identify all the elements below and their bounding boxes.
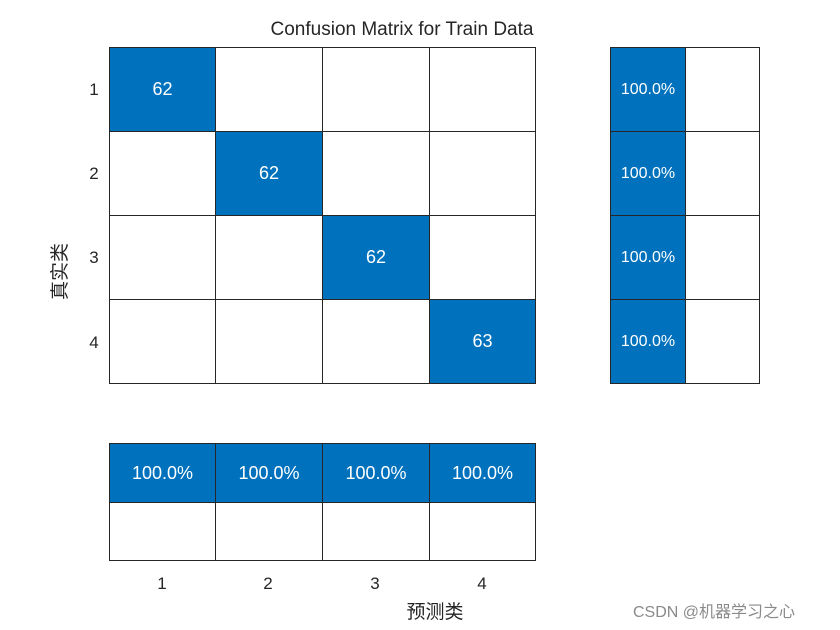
x-tick-3: 3 bbox=[370, 574, 380, 593]
row-summary-incorrect-2 bbox=[685, 131, 760, 216]
matrix-cell-r2-c3 bbox=[322, 131, 430, 216]
matrix-cell-r1-c4 bbox=[429, 47, 536, 132]
watermark: CSDN @机器学习之心 bbox=[633, 604, 796, 621]
y-tick-2: 2 bbox=[89, 164, 99, 183]
col-summary-incorrect-4 bbox=[429, 502, 536, 561]
x-axis-label: 预测类 bbox=[406, 601, 464, 623]
matrix-cell-r3-c2 bbox=[215, 215, 323, 300]
x-tick-2: 2 bbox=[263, 574, 273, 593]
y-tick-3: 3 bbox=[89, 248, 99, 267]
y-tick-1: 1 bbox=[89, 80, 99, 99]
chart-title: Confusion Matrix for Train Data bbox=[270, 19, 534, 40]
matrix-cell-r4-c4: 63 bbox=[429, 299, 536, 384]
y-tick-4: 4 bbox=[89, 333, 99, 352]
row-summary-correct-2: 100.0% bbox=[610, 131, 686, 216]
row-summary-correct-1: 100.0% bbox=[610, 47, 686, 132]
matrix-cell-r1-c3 bbox=[322, 47, 430, 132]
matrix-cell-r1-c1: 62 bbox=[109, 47, 216, 132]
row-summary-correct-3: 100.0% bbox=[610, 215, 686, 300]
matrix-cell-r1-c2 bbox=[215, 47, 323, 132]
row-summary-incorrect-3 bbox=[685, 215, 760, 300]
x-tick-4: 4 bbox=[477, 574, 487, 593]
x-tick-1: 1 bbox=[157, 574, 167, 593]
row-summary-incorrect-4 bbox=[685, 299, 760, 384]
matrix-cell-r4-c1 bbox=[109, 299, 216, 384]
matrix-cell-r3-c1 bbox=[109, 215, 216, 300]
col-summary-correct-1: 100.0% bbox=[109, 443, 216, 503]
col-summary-incorrect-2 bbox=[215, 502, 323, 561]
col-summary-incorrect-3 bbox=[322, 502, 430, 561]
matrix-cell-r2-c2: 62 bbox=[215, 131, 323, 216]
matrix-cell-r3-c4 bbox=[429, 215, 536, 300]
row-summary-incorrect-1 bbox=[685, 47, 760, 132]
matrix-cell-r2-c1 bbox=[109, 131, 216, 216]
col-summary-correct-2: 100.0% bbox=[215, 443, 323, 503]
col-summary-correct-3: 100.0% bbox=[322, 443, 430, 503]
matrix-cell-r4-c3 bbox=[322, 299, 430, 384]
y-axis-label: 真实类 bbox=[49, 242, 71, 300]
row-summary-correct-4: 100.0% bbox=[610, 299, 686, 384]
matrix-cell-r2-c4 bbox=[429, 131, 536, 216]
matrix-cell-r4-c2 bbox=[215, 299, 323, 384]
col-summary-incorrect-1 bbox=[109, 502, 216, 561]
col-summary-correct-4: 100.0% bbox=[429, 443, 536, 503]
matrix-cell-r3-c3: 62 bbox=[322, 215, 430, 300]
